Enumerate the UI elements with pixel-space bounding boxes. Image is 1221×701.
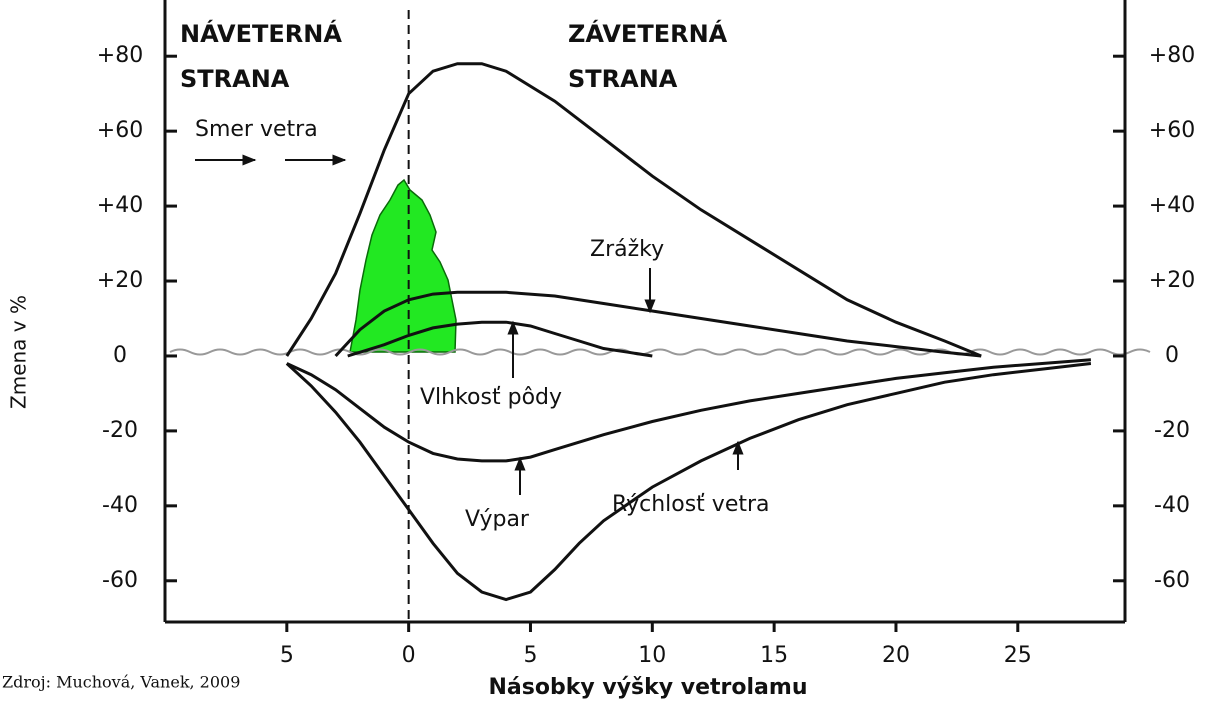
line-series: [285, 62, 982, 358]
y-tick-label: -20: [102, 418, 138, 443]
y2-tick-label: -60: [1154, 568, 1190, 593]
line-series: [334, 290, 982, 358]
tree: [349, 178, 457, 353]
source: Zdroj: Muchová, Vanek, 2009: [2, 673, 240, 692]
x-tick-label: 20: [882, 643, 910, 668]
x-tick-label: 0: [402, 643, 416, 668]
side-label: STRANA: [180, 65, 290, 93]
x-tick-label: 15: [760, 643, 788, 668]
y-axis-label: Zmena v %: [7, 295, 31, 409]
y-tick-label: +20: [97, 268, 143, 293]
line-series: [347, 320, 653, 358]
ground-line: [169, 348, 1151, 356]
side-label: STRANA: [568, 65, 678, 93]
series-label: Vlhkosť pôdy: [420, 385, 562, 410]
y-tick-label: -40: [102, 493, 138, 518]
x-tick-label: 5: [523, 643, 537, 668]
x-tick-label: 5: [280, 643, 294, 668]
x-tick-label: 10: [638, 643, 666, 668]
side-label: NÁVETERNÁ: [180, 19, 342, 48]
series-label: Výpar: [465, 507, 530, 532]
y2-tick-label: -40: [1154, 493, 1190, 518]
series-label: Zrážky: [590, 237, 664, 262]
side-label: ZÁVETERNÁ: [568, 19, 728, 48]
y-tick-label: +40: [97, 193, 143, 218]
x-axis-label: Násobky výšky vetrolamu: [489, 675, 808, 700]
y2-tick-label: +60: [1149, 118, 1195, 143]
x-tick-label: 25: [1004, 643, 1032, 668]
y2-tick-label: +40: [1149, 193, 1195, 218]
line-series: [285, 362, 1092, 602]
y2-tick-label: +80: [1149, 43, 1195, 68]
y-tick-label: -60: [102, 568, 138, 593]
line-series: [286, 358, 1092, 463]
y-tick-label: +80: [97, 43, 143, 68]
y2-tick-label: 0: [1165, 343, 1179, 368]
y2-tick-label: +20: [1149, 268, 1195, 293]
y-tick-label: +60: [97, 118, 143, 143]
y-tick-label: 0: [113, 343, 127, 368]
series-label: Rýchlosť vetra: [612, 492, 770, 517]
annotation: Smer vetra: [195, 117, 318, 142]
y2-tick-label: -20: [1154, 418, 1190, 443]
